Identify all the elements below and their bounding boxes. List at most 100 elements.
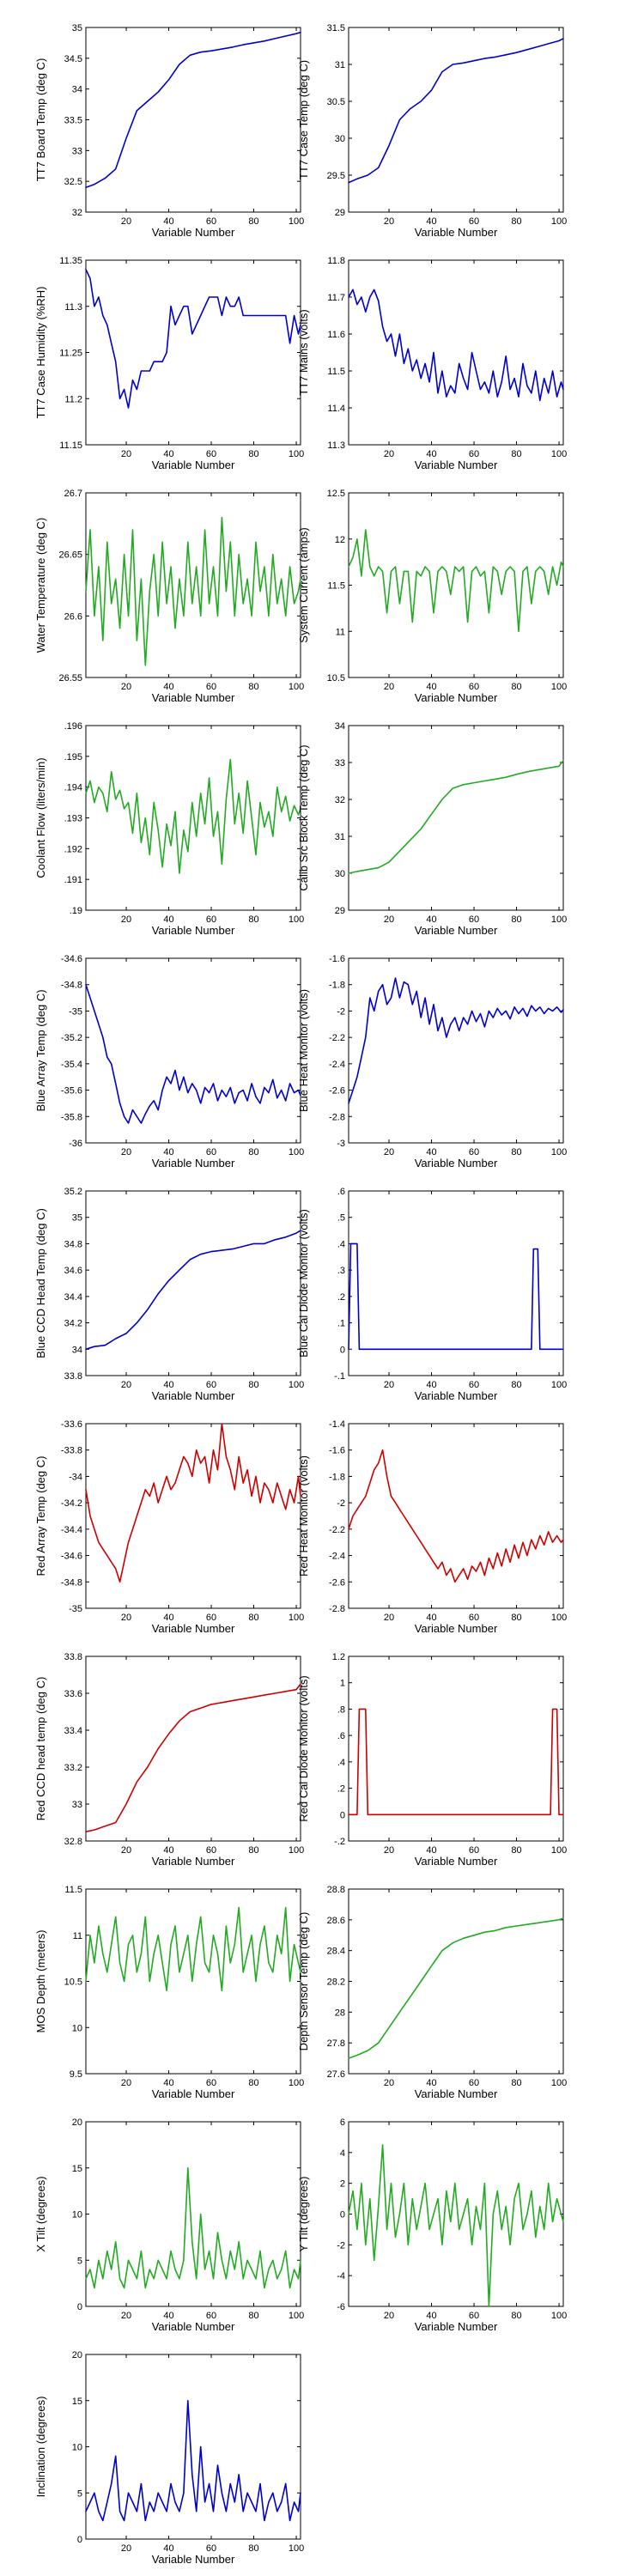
y-axis-label: Red Array Temp (deg C) [34, 1456, 47, 1577]
x-tick-label: 40 [426, 449, 436, 459]
y-axis-label: System Current (amps) [297, 527, 310, 642]
series-line [348, 1449, 564, 1583]
x-tick-label: 60 [206, 1845, 216, 1856]
x-tick-label: 100 [289, 1380, 304, 1390]
x-tick-label: 40 [163, 1613, 173, 1623]
y-tick-label: 11.3 [64, 302, 82, 313]
series-line [85, 2167, 301, 2289]
y-tick-label: -1.6 [329, 1446, 345, 1456]
plot-frame [85, 2121, 301, 2307]
x-axis-label: Variable Number [152, 226, 235, 239]
y-tick-label: 28.4 [327, 1947, 345, 1957]
x-tick-label: 60 [206, 2311, 216, 2321]
panel-18: 20 40 60 80 100 27.6 27.8 28 28.2 28.4 28.6 28.8 Var… [297, 1885, 567, 2100]
panel-16: 20 40 60 80 100 -.2 0 .2 .4 .6 .8 1 1.2 Variable Numb… [297, 1652, 567, 1868]
x-tick-label: 80 [511, 682, 521, 692]
y-tick-label: .19 [70, 906, 82, 916]
y-tick-label: 30 [335, 134, 345, 144]
y-tick-label: .8 [337, 1704, 345, 1715]
y-tick-label: 31 [335, 832, 345, 842]
x-tick-label: 100 [551, 1380, 567, 1390]
panel-1: 20 40 60 80 100 32 32.5 33 33.5 34 34.5 35 Variable … [34, 23, 304, 239]
x-tick-label: 60 [206, 2078, 216, 2088]
panel-12: 20 40 60 80 100 -.1 0 .1 .2 .3 .4 .5 .6 Variable Numb… [297, 1187, 567, 1402]
y-tick-label: -1.6 [329, 954, 345, 964]
x-tick-label: 20 [384, 2078, 394, 2088]
y-tick-label: 0 [77, 2535, 82, 2545]
x-tick-label: 40 [163, 1845, 173, 1856]
y-tick-label: 33.6 [64, 1689, 82, 1699]
plot-frame [348, 1656, 564, 1842]
y-tick-label: -2.6 [329, 1577, 345, 1588]
y-axis-label: Blue Cal Diode Monitor (volts) [297, 1209, 310, 1358]
y-axis-label: Y Tilt (degrees) [297, 2177, 310, 2252]
y-tick-label: 12 [335, 535, 345, 545]
x-tick-label: 40 [426, 1147, 436, 1157]
y-tick-label: -2.8 [329, 1604, 345, 1614]
y-tick-label: 6 [340, 2117, 345, 2128]
y-tick-label: -4 [337, 2271, 345, 2281]
x-tick-label: 100 [289, 2311, 304, 2321]
y-tick-label: 35 [72, 23, 82, 33]
x-tick-label: 80 [248, 1380, 258, 1390]
x-tick-label: 20 [121, 216, 131, 227]
y-tick-label: -2.4 [329, 1060, 345, 1070]
x-tick-label: 40 [163, 682, 173, 692]
x-tick-label: 100 [289, 682, 304, 692]
panel-14: 20 40 60 80 100 -2.8 -2.6 -2.4 -2.2 -2 -1.8 -1.6 -1.… [297, 1419, 567, 1635]
x-tick-label: 80 [511, 1845, 521, 1856]
x-tick-label: 100 [551, 216, 567, 227]
y-tick-label: 15 [72, 2397, 82, 2407]
x-tick-label: 80 [248, 2543, 258, 2554]
y-tick-label: 34.2 [64, 1319, 82, 1329]
y-tick-label: 12.5 [327, 489, 345, 499]
x-tick-label: 40 [426, 1845, 436, 1856]
x-tick-label: 20 [121, 1845, 131, 1856]
panel-8: 20 40 60 80 100 29 30 31 32 33 34 Variable Number Ca… [297, 721, 567, 937]
y-tick-label: -35 [69, 1604, 82, 1614]
x-tick-label: 20 [384, 682, 394, 692]
x-axis-label: Variable Number [152, 2087, 235, 2100]
x-tick-label: 20 [121, 2543, 131, 2554]
y-tick-label: 32 [72, 208, 82, 218]
x-axis-label: Variable Number [152, 691, 235, 704]
y-axis-label: Water Temperature (deg C) [34, 518, 47, 653]
y-tick-label: 10 [72, 2210, 82, 2221]
y-axis-label: Coolant Flow (liters/min) [34, 757, 47, 878]
series-line [348, 977, 564, 1104]
panel-7: 20 40 60 80 100 .19 .191 .192 .193 .194 .195 .196 Va… [34, 721, 304, 937]
x-tick-label: 100 [551, 2078, 567, 2088]
y-tick-label: -33.6 [61, 1419, 82, 1430]
y-tick-label: 33 [335, 758, 345, 769]
y-tick-label: -2.8 [329, 1112, 345, 1122]
y-tick-label: -36 [69, 1139, 82, 1149]
x-axis-label: Variable Number [415, 1157, 498, 1170]
x-tick-label: 20 [384, 2311, 394, 2321]
plot-frame [85, 1656, 301, 1842]
y-tick-label: -34.8 [61, 1577, 82, 1588]
y-tick-label: -33.8 [61, 1446, 82, 1456]
x-tick-label: 100 [289, 914, 304, 925]
y-axis-label: Inclination (degrees) [34, 2397, 47, 2498]
y-tick-label: 0 [340, 1810, 345, 1820]
x-tick-label: 40 [163, 2078, 173, 2088]
x-tick-label: 40 [426, 1380, 436, 1390]
x-tick-label: 60 [206, 216, 216, 227]
panel-3: 20 40 60 80 100 11.15 11.2 11.25 11.3 11.35 Variab… [34, 256, 304, 471]
y-tick-label: 11 [73, 1931, 82, 1941]
y-tick-label: 35.2 [64, 1187, 82, 1197]
x-tick-label: 100 [551, 1147, 567, 1157]
x-tick-label: 40 [163, 2543, 173, 2554]
x-tick-label: 20 [121, 449, 131, 459]
series-line [85, 1423, 301, 1583]
y-tick-label: -2.4 [329, 1552, 345, 1562]
y-tick-label: -34.6 [61, 1552, 82, 1562]
plot-frame [348, 259, 564, 446]
x-tick-label: 60 [206, 1380, 216, 1390]
y-tick-label: -34.4 [61, 1525, 82, 1535]
x-tick-label: 40 [426, 682, 436, 692]
y-tick-label: -2.6 [329, 1086, 345, 1097]
series-line [348, 760, 564, 874]
y-tick-label: 11.4 [327, 404, 345, 414]
y-tick-label: .194 [64, 783, 82, 793]
